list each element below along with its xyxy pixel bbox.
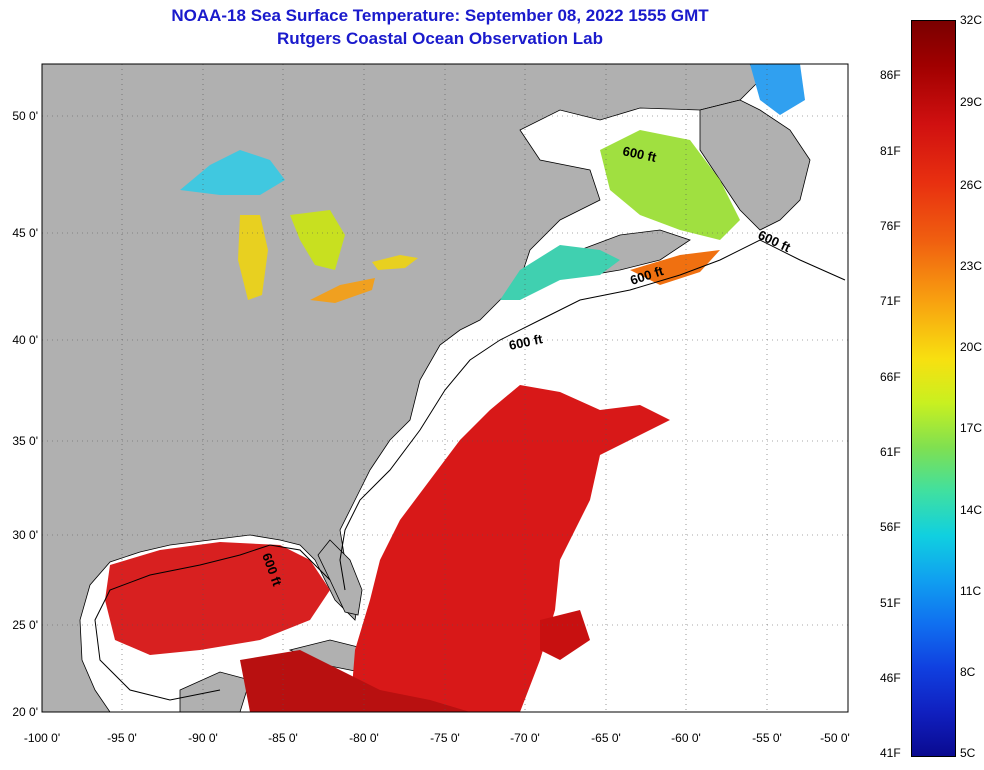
contour-label: 600 ft bbox=[508, 331, 545, 353]
lat-tick: 40 0' bbox=[12, 333, 38, 347]
lon-tick: -55 0' bbox=[752, 731, 782, 745]
lat-tick: 45 0' bbox=[12, 226, 38, 240]
lake-ontario bbox=[372, 255, 418, 270]
lat-tick: 20 0' bbox=[12, 705, 38, 719]
sst-shelf-warm bbox=[630, 250, 720, 285]
colorbar-c-label: 5C bbox=[960, 746, 976, 760]
map-title: NOAA-18 Sea Surface Temperature: Septemb… bbox=[171, 6, 709, 25]
lake-michigan bbox=[238, 215, 268, 300]
depth-contour-600ft bbox=[94, 239, 846, 701]
colorbar-f-label: 51F bbox=[880, 596, 901, 610]
sst-gulf-of-mexico bbox=[105, 542, 330, 655]
contour-label: 600 ft bbox=[621, 143, 658, 165]
lon-tick: -65 0' bbox=[591, 731, 621, 745]
colorbar-c-label: 14C bbox=[960, 503, 983, 517]
lake-erie bbox=[310, 278, 375, 303]
colorbar-f-label: 66F bbox=[880, 370, 901, 384]
longitude-axis: -100 0' -95 0' -90 0' -85 0' -80 0' -75 … bbox=[24, 731, 850, 745]
colorbar-c-label: 8C bbox=[960, 665, 976, 679]
sst-sargasso-patch bbox=[540, 610, 590, 660]
lon-tick: -75 0' bbox=[430, 731, 460, 745]
colorbar-f-label: 86F bbox=[880, 68, 901, 82]
lon-tick: -90 0' bbox=[188, 731, 218, 745]
lon-tick: -50 0' bbox=[820, 731, 850, 745]
sst-gulf-of-maine bbox=[500, 245, 620, 300]
lon-tick: -60 0' bbox=[671, 731, 701, 745]
lat-tick: 50 0' bbox=[12, 109, 38, 123]
colorbar-c-label: 20C bbox=[960, 340, 983, 354]
lon-tick: -95 0' bbox=[107, 731, 137, 745]
colorbar-f-label: 81F bbox=[880, 144, 901, 158]
colorbar-c-label: 26C bbox=[960, 178, 983, 192]
colorbar-f-label: 41F bbox=[880, 746, 901, 760]
colorbar-f-label: 61F bbox=[880, 445, 901, 459]
land-florida bbox=[317, 539, 363, 616]
lon-tick: -85 0' bbox=[268, 731, 298, 745]
land-yucatan bbox=[179, 671, 251, 712]
land-newfoundland bbox=[699, 99, 811, 231]
latitude-axis: 50 0' 45 0' 40 0' 35 0' 30 0' 25 0' 20 0… bbox=[12, 109, 38, 719]
map-frame bbox=[41, 63, 849, 713]
lat-tick: 35 0' bbox=[12, 434, 38, 448]
colorbar-f-label: 56F bbox=[880, 520, 901, 534]
lon-tick: -70 0' bbox=[510, 731, 540, 745]
colorbar-f-label: 46F bbox=[880, 671, 901, 685]
colorbar-f-label: 76F bbox=[880, 219, 901, 233]
colorbar-c-label: 11C bbox=[960, 584, 982, 598]
sst-gulf-stream bbox=[350, 385, 670, 712]
lon-tick: -100 0' bbox=[24, 731, 60, 745]
colorbar-c-label: 29C bbox=[960, 95, 983, 109]
map-subtitle: Rutgers Coastal Ocean Observation Lab bbox=[277, 29, 603, 48]
lat-tick: 25 0' bbox=[12, 618, 38, 632]
lake-superior bbox=[180, 150, 285, 195]
sst-caribbean bbox=[240, 650, 470, 712]
lat-tick: 30 0' bbox=[12, 528, 38, 542]
colorbar-c-label: 32C bbox=[960, 13, 983, 27]
grid-lines bbox=[42, 64, 848, 712]
colorbar-f-label: 71F bbox=[880, 294, 901, 308]
colorbar-c-label: 23C bbox=[960, 259, 983, 273]
colorbar-c-label: 17C bbox=[960, 421, 983, 435]
temperature-colorbar bbox=[911, 20, 956, 757]
sst-labrador bbox=[750, 64, 805, 115]
sst-gulf-st-lawrence bbox=[600, 130, 740, 240]
lon-tick: -80 0' bbox=[349, 731, 379, 745]
land-north-america bbox=[42, 64, 761, 712]
lake-huron bbox=[290, 210, 345, 270]
